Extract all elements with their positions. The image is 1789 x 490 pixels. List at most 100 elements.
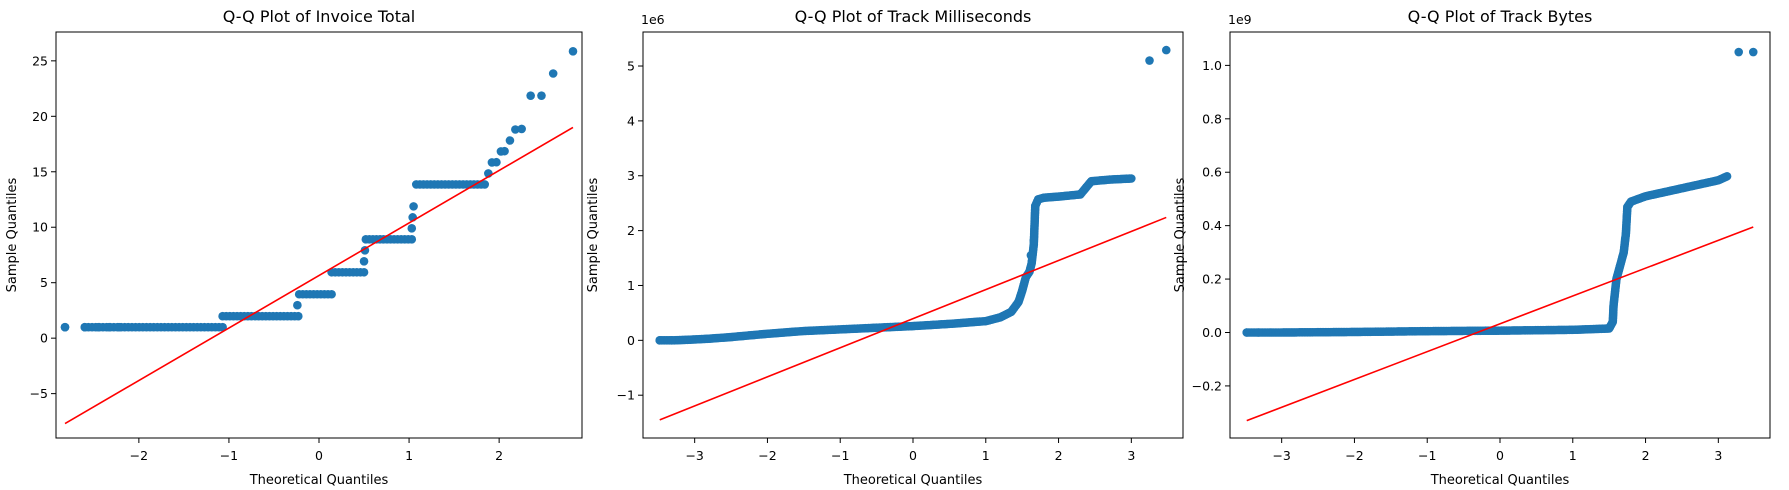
x-tick-label: −1	[831, 448, 849, 463]
reference-line	[1246, 226, 1754, 422]
data-point	[511, 125, 520, 134]
y-tick-label: 20	[32, 109, 48, 124]
data-point	[1161, 45, 1171, 55]
y-tick-label: 10	[32, 220, 48, 235]
data-point	[655, 336, 665, 345]
axes-frame	[1229, 31, 1771, 439]
reference-line	[659, 216, 1167, 421]
y-tick-label: 1.0	[1202, 58, 1222, 73]
x-tick-label: 2	[495, 448, 503, 463]
y-tick-label: 0	[627, 333, 635, 348]
data-point	[80, 322, 90, 332]
x-tick-label: −2	[1345, 448, 1363, 463]
y-tick-label: −5	[30, 386, 48, 401]
y-tick-label: 15	[32, 164, 48, 179]
data-point	[667, 336, 676, 345]
x-tick-label: 3	[1714, 448, 1722, 463]
data-points	[1242, 47, 1758, 337]
y-tick-label: −1	[617, 388, 635, 403]
y-tick-label: 0.2	[1202, 272, 1222, 287]
x-tick-label: 1	[982, 448, 990, 463]
y-tick-label: 2	[627, 223, 635, 238]
y-axis-label: Sample Quantiles	[1173, 177, 1188, 292]
data-point	[359, 256, 369, 266]
data-point	[505, 136, 515, 145]
data-point	[1254, 328, 1263, 337]
chart-panel-2: Q-Q Plot of Track Milliseconds Theoretica…	[586, 7, 1184, 488]
data-point	[1620, 234, 1630, 244]
data-point	[1242, 328, 1252, 337]
data-point	[60, 322, 70, 332]
data-point	[409, 202, 418, 211]
chart-title: Q-Q Plot of Track Milliseconds	[795, 7, 1032, 26]
x-tick-label: −2	[130, 448, 148, 463]
x-tick-label: 1	[405, 448, 413, 463]
data-point	[293, 300, 302, 310]
data-point	[94, 322, 103, 332]
x-axis-label: Theoretical Quantiles	[249, 473, 389, 488]
axes-frame	[55, 31, 583, 439]
data-point	[568, 47, 578, 56]
y-tick-label: 0.0	[1202, 325, 1222, 340]
y-tick-label: 0.6	[1202, 165, 1222, 180]
x-tick-label: −3	[1272, 448, 1290, 463]
data-point	[407, 224, 417, 233]
x-tick-label: 2	[1642, 448, 1650, 463]
chart-title: Q-Q Plot of Track Bytes	[1408, 7, 1593, 26]
data-point	[526, 91, 535, 100]
data-point	[218, 322, 227, 332]
y-tick-label: 4	[627, 113, 635, 128]
y-tick-label: 0.4	[1202, 218, 1222, 233]
data-point	[492, 157, 501, 167]
x-axis-label: Theoretical Quantiles	[843, 473, 983, 488]
y-tick-label: 3	[627, 168, 635, 183]
x-tick-label: −3	[685, 448, 703, 463]
x-tick-label: 3	[1127, 448, 1135, 463]
x-tick-label: −1	[1418, 448, 1436, 463]
x-tick-label: 0	[909, 448, 917, 463]
y-tick-label: 0.8	[1202, 111, 1222, 126]
chart-panel-3: Q-Q Plot of Track Bytes Theoretical Quant…	[1173, 7, 1771, 488]
y-tick-label: 5	[627, 59, 635, 74]
data-point	[293, 311, 303, 321]
chart-title: Q-Q Plot of Invoice Total	[223, 7, 415, 26]
data-point	[327, 289, 336, 299]
data-point	[480, 180, 490, 189]
data-point	[500, 146, 509, 156]
y-tick-label: 1	[627, 278, 635, 293]
data-point	[537, 91, 546, 100]
data-point	[517, 124, 526, 134]
data-point	[1127, 174, 1136, 183]
x-tick-label: −1	[220, 448, 238, 463]
x-tick-label: 2	[1055, 448, 1063, 463]
x-axis-label: Theoretical Quantiles	[1430, 473, 1570, 488]
x-tick-label: 1	[1569, 448, 1577, 463]
data-points	[60, 47, 578, 332]
data-point	[104, 322, 114, 332]
y-offset-label: 1e6	[641, 12, 665, 27]
y-tick-label: 25	[32, 53, 48, 68]
data-point	[407, 235, 417, 244]
x-tick-label: 0	[1496, 448, 1504, 463]
data-point	[1722, 171, 1732, 181]
data-point	[1748, 47, 1758, 57]
y-axis-label: Sample Quantiles	[5, 177, 20, 292]
y-tick-label: 5	[40, 275, 48, 290]
data-point	[1029, 236, 1039, 245]
data-point	[1026, 251, 1036, 260]
y-offset-label: 1e9	[1228, 12, 1252, 27]
data-points	[655, 45, 1171, 345]
x-tick-label: 0	[315, 448, 323, 463]
data-point	[1145, 56, 1154, 65]
y-axis-label: Sample Quantiles	[586, 177, 601, 292]
axes-frame	[642, 31, 1184, 439]
x-tick-label: −2	[758, 448, 776, 463]
reference-line	[64, 126, 574, 425]
data-point	[548, 69, 558, 78]
chart-panel-1: Q-Q Plot of Invoice Total Theoretical Qua…	[5, 7, 583, 488]
data-point	[359, 267, 369, 277]
y-tick-label: −0.2	[1192, 378, 1222, 393]
data-point	[1734, 47, 1744, 57]
data-point	[114, 322, 124, 332]
